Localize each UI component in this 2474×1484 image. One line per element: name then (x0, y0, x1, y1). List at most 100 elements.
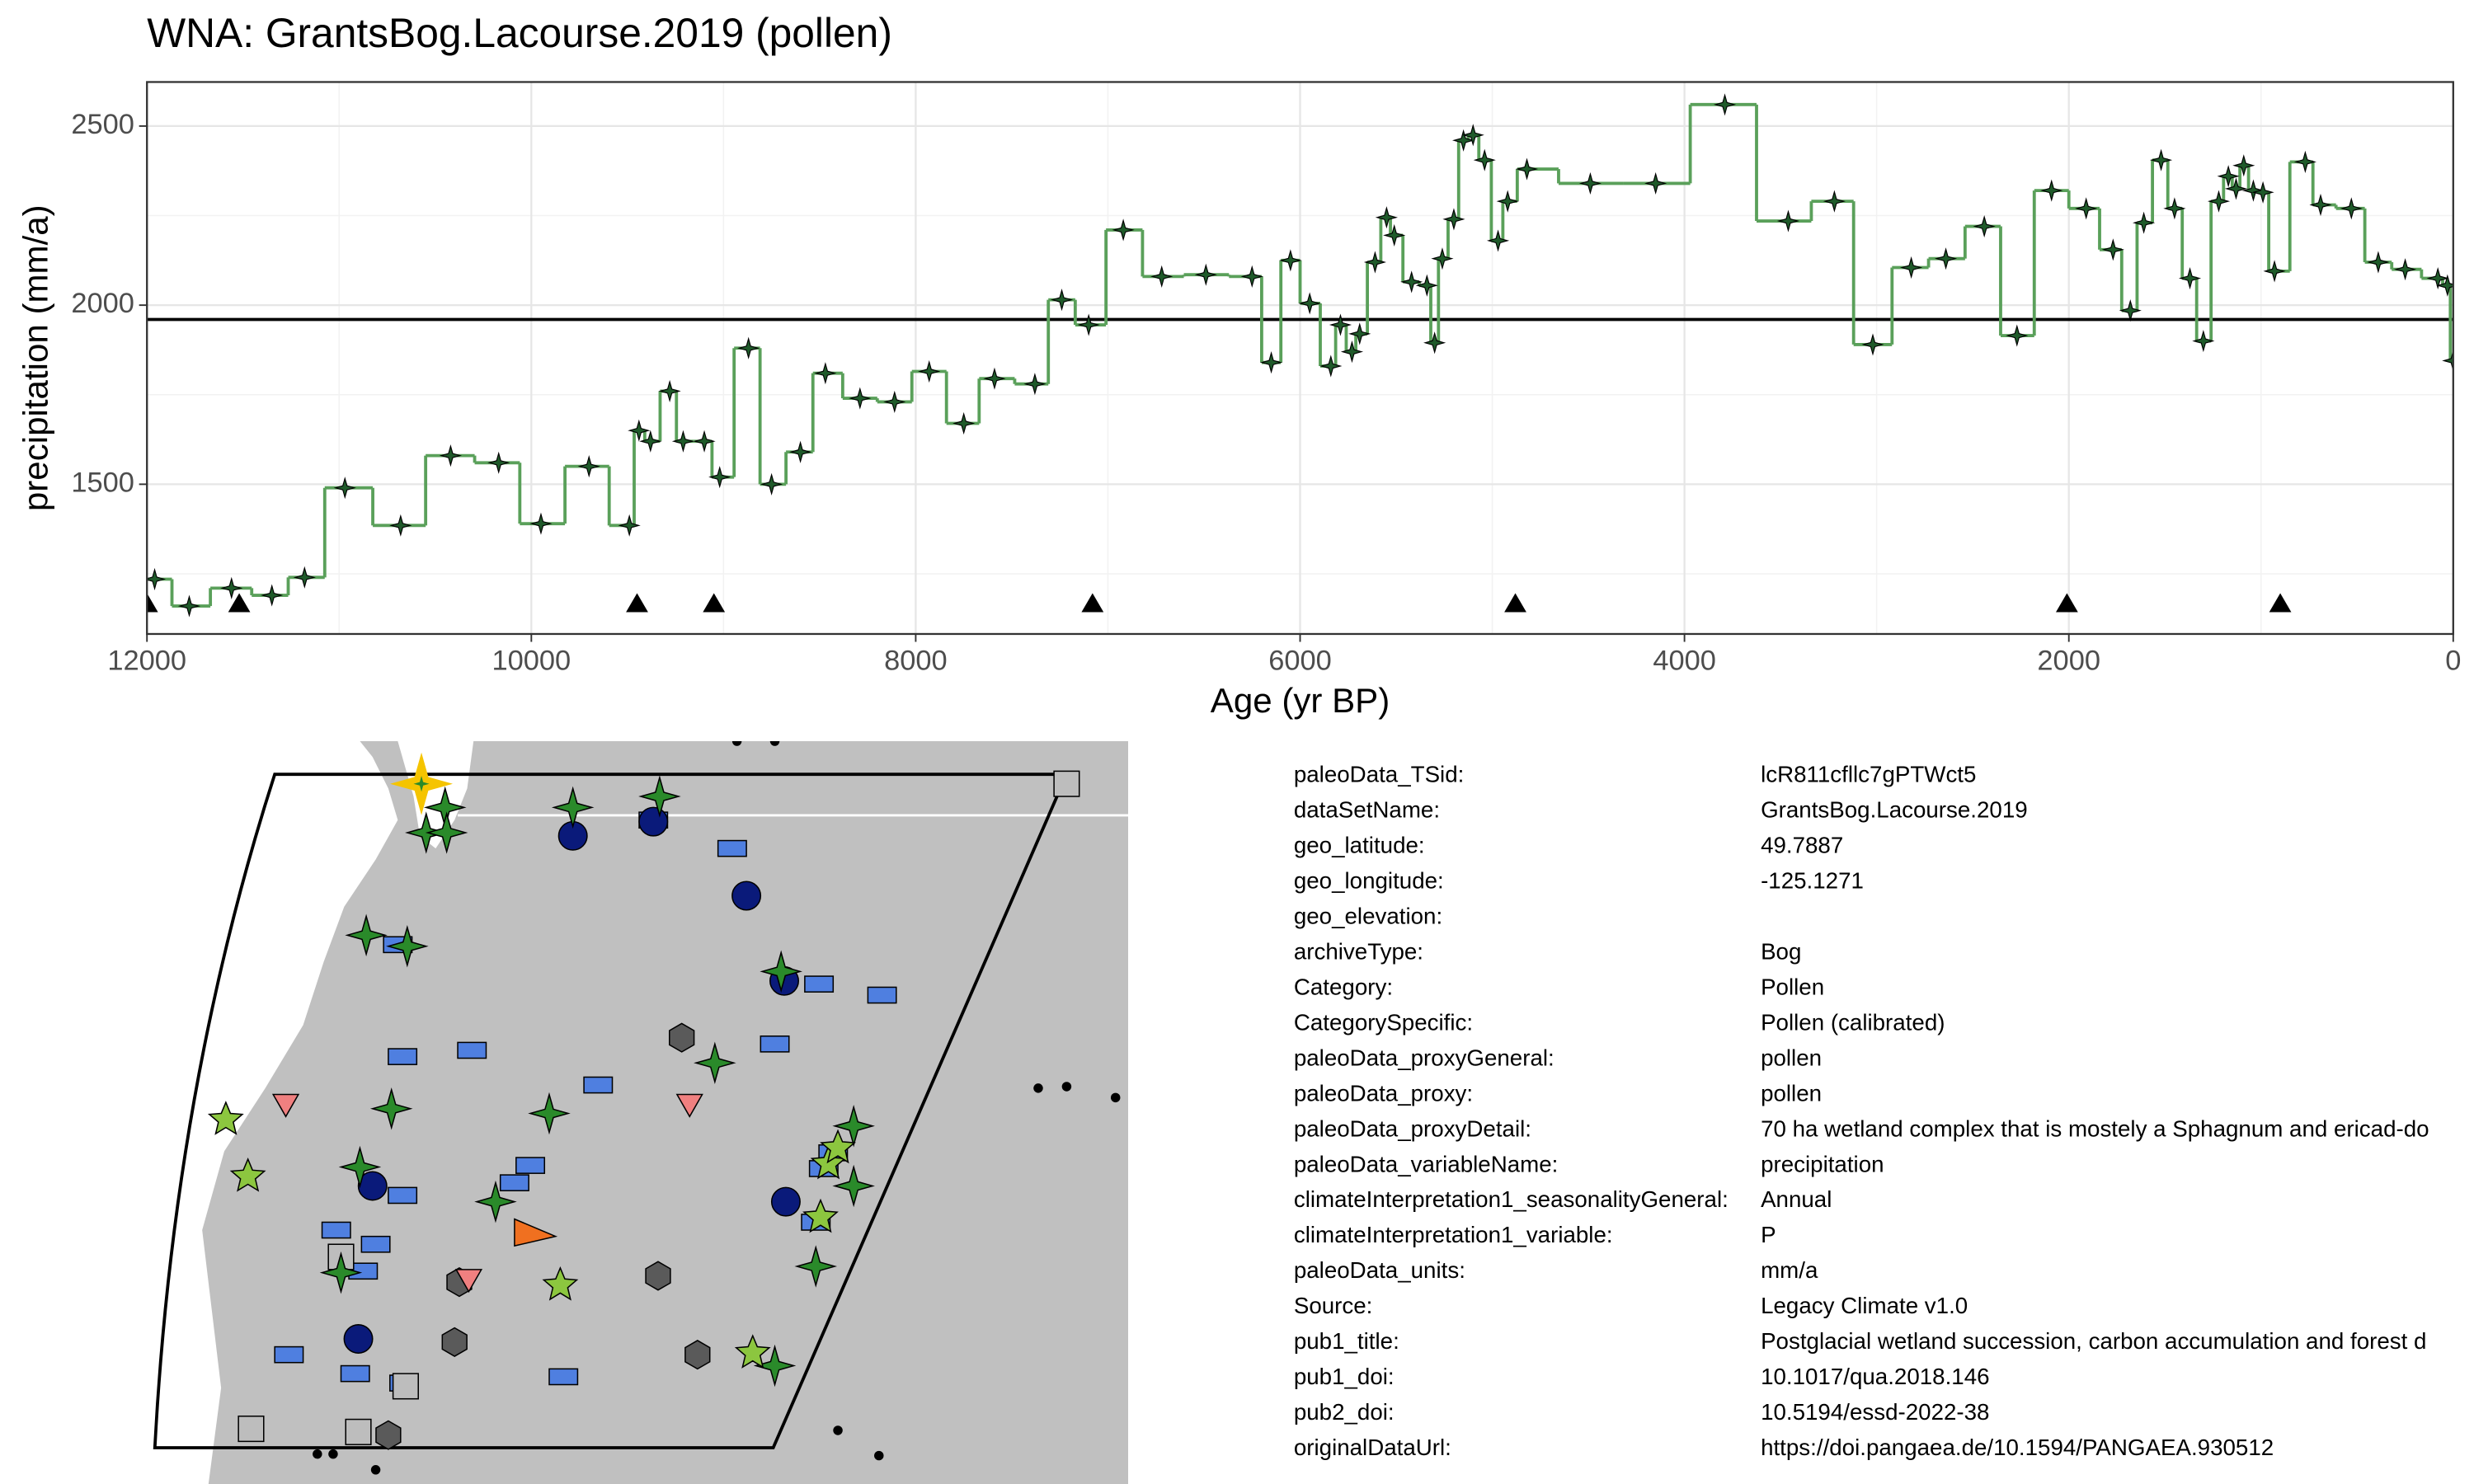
data-point (883, 390, 906, 414)
data-point (1644, 171, 1667, 195)
axes: 1500 2000 2500 12000 10000 8000 6000 4000 2000 0 (71, 109, 2461, 676)
data-point (814, 362, 837, 385)
data-point (2119, 299, 2142, 322)
site-marker (360, 1235, 391, 1253)
site-marker (694, 1041, 736, 1085)
site-marker (425, 811, 468, 854)
data-point (2040, 179, 2063, 202)
data-point (147, 567, 167, 591)
data-point (261, 584, 284, 607)
metadata-value: Legacy Climate v1.0 (1761, 1293, 1968, 1318)
site-marker (515, 1157, 546, 1174)
x-tick-label: 2000 (2037, 645, 2100, 676)
data-point (1442, 208, 1465, 231)
metadata-value: Pollen (1761, 974, 1824, 999)
site-marker (583, 1076, 614, 1094)
land (202, 741, 1129, 1484)
site-marker (343, 1324, 374, 1354)
metadata-value: 10.5194/essd-2022-38 (1761, 1399, 1989, 1425)
site-marker (319, 1251, 363, 1294)
metadata-value: Pollen (calibrated) (1761, 1009, 1945, 1035)
data-point (1900, 256, 1923, 279)
data-point (1452, 129, 1475, 152)
site-marker (1033, 1083, 1043, 1093)
chronology-control-point (2055, 593, 2078, 613)
metadata-key: archiveType: (1294, 938, 1423, 964)
data-point (658, 379, 681, 402)
data-point (1298, 292, 1321, 315)
site-marker (345, 1418, 372, 1445)
site-marker (271, 1093, 300, 1118)
data-point (1240, 265, 1263, 288)
data-point (1050, 289, 1074, 312)
data-point (693, 430, 716, 453)
data-point (389, 514, 412, 537)
chronology-control-point (2269, 593, 2292, 613)
data-point (2426, 266, 2449, 290)
site-marker (638, 806, 669, 837)
data-point (529, 512, 553, 535)
metadata-value: 49.7887 (1761, 832, 1843, 857)
site-marker (760, 950, 802, 993)
site-marker (388, 1186, 418, 1205)
chronology-control-point (703, 593, 726, 613)
data-point (1400, 270, 1423, 294)
x-tick-label: 8000 (884, 645, 948, 676)
selected-site-center (413, 776, 430, 792)
data-point (639, 430, 662, 453)
data-point (628, 419, 651, 442)
site-marker (731, 741, 742, 746)
metadata-key: paleoData_TSid: (1294, 761, 1464, 787)
data-point (2224, 177, 2248, 200)
metadata-value: P (1761, 1222, 1776, 1247)
data-point (1776, 209, 1800, 232)
site-marker (357, 1171, 388, 1201)
site-marker (229, 1157, 266, 1192)
data-point (1383, 223, 1406, 247)
chronology-control-point (147, 593, 158, 613)
site-marker (675, 1093, 703, 1118)
data-point (1973, 214, 1996, 238)
site-marker (441, 1327, 468, 1357)
metadata-key: paleoData_units: (1294, 1257, 1465, 1283)
metadata-value: 10.1017/qua.2018.146 (1761, 1364, 1989, 1389)
chronology-control-point (1081, 593, 1104, 613)
data-point (2436, 274, 2453, 297)
site-marker (832, 1164, 875, 1208)
data-point (1329, 313, 1352, 336)
plot-area (147, 93, 2453, 618)
site-marker (369, 1087, 413, 1130)
metadata-value: https://doi.pangaea.de/10.1594/PANGAEA.9… (1761, 1435, 2274, 1460)
data-point (1713, 93, 1737, 116)
metadata-key: geo_longitude: (1294, 867, 1444, 893)
site-marker (802, 1198, 839, 1233)
site-marker (684, 1340, 711, 1370)
x-tick-label: 4000 (1653, 645, 1716, 676)
x-tick-label: 12000 (107, 645, 186, 676)
site-marker (874, 1450, 884, 1461)
data-point (2367, 251, 2390, 274)
data-point (1319, 355, 1343, 378)
metadata-key: climateInterpretation1_variable: (1294, 1222, 1613, 1247)
data-point (2101, 238, 2124, 261)
metadata-key: paleoData_proxyDetail: (1294, 1115, 1531, 1141)
metadata-value: precipitation (1761, 1151, 1884, 1176)
data-point (1423, 331, 1446, 355)
data-point (671, 430, 695, 453)
site-marker (668, 1022, 695, 1053)
site-marker (386, 924, 429, 968)
data-point (952, 411, 976, 435)
data-point (2293, 150, 2316, 173)
metadata-key: dataSetName: (1294, 796, 1440, 822)
data-point (2251, 181, 2274, 204)
site-marker (542, 1266, 579, 1301)
data-point (983, 367, 1006, 390)
metadata-key: paleoData_proxy: (1294, 1080, 1473, 1106)
data-point (760, 472, 783, 495)
metadata-key: paleoData_variableName: (1294, 1151, 1559, 1176)
site-marker (345, 913, 388, 957)
metadata-key: climateInterpretation1_seasonalityGenera… (1294, 1186, 1729, 1212)
map-markers (207, 741, 1121, 1475)
metadata-value: Postglacial wetland succession, carbon a… (1761, 1328, 2426, 1354)
